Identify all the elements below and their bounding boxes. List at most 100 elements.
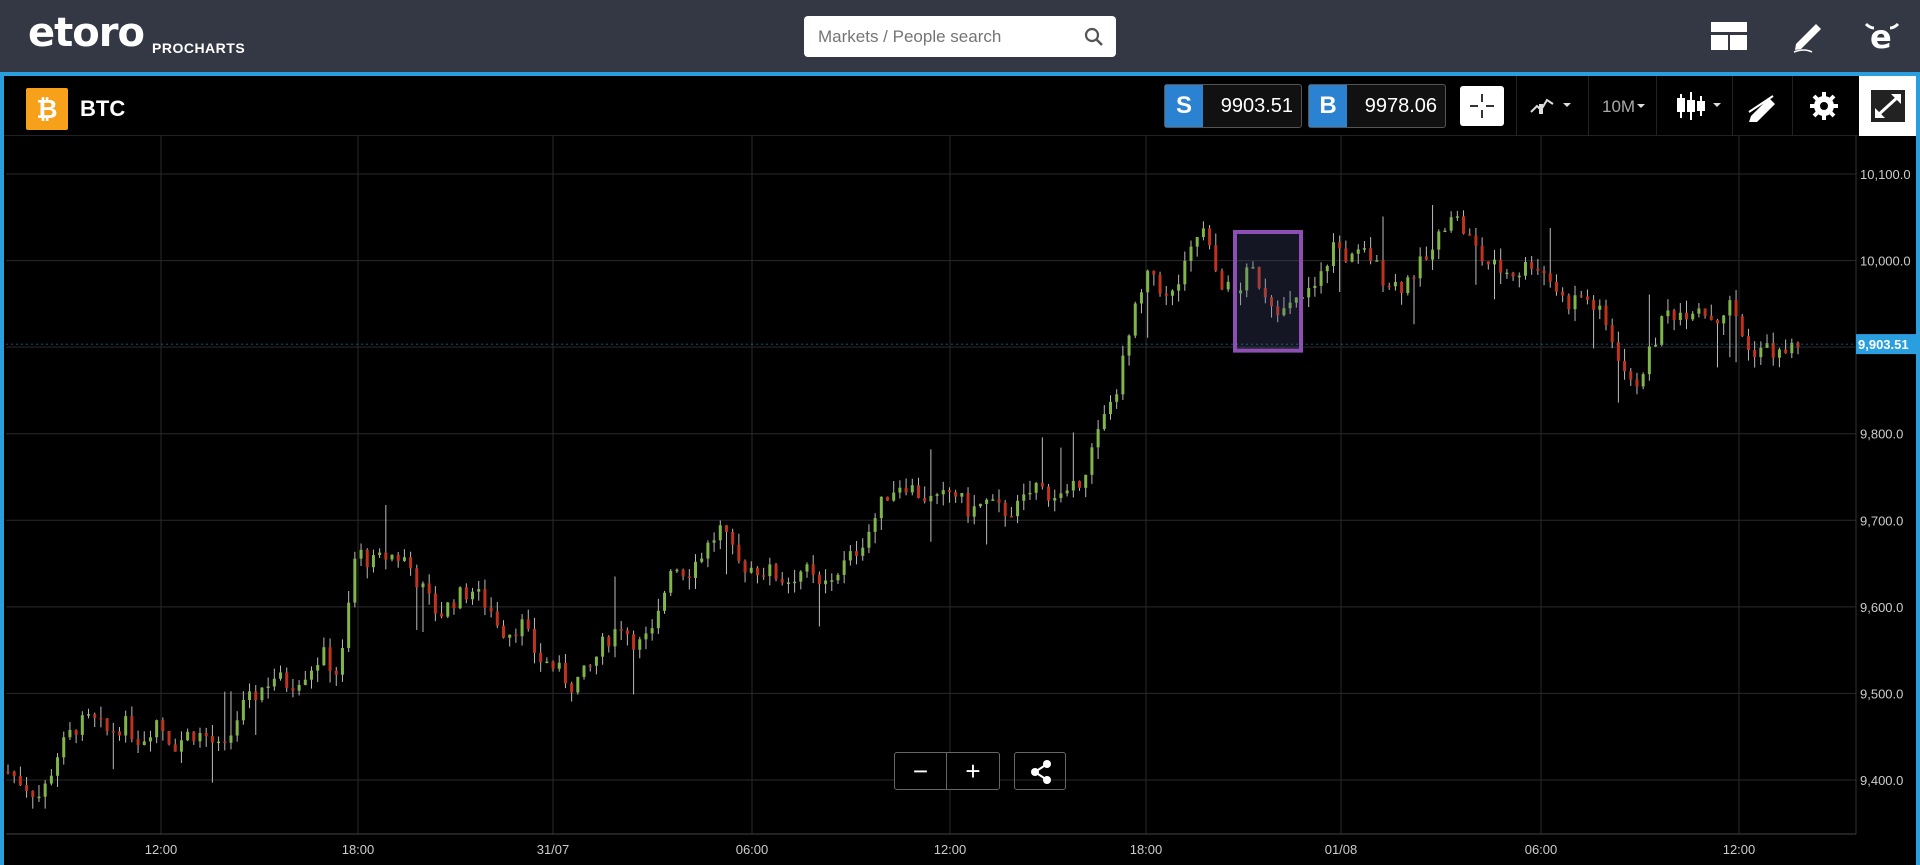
candle-body — [842, 560, 846, 575]
candle-body — [1121, 355, 1125, 395]
candle-body — [954, 492, 958, 497]
candle-body — [1431, 249, 1435, 260]
candle-body — [1090, 447, 1094, 475]
drawing-tools-button[interactable] — [1732, 76, 1792, 136]
candle-body — [601, 636, 605, 657]
candle-body — [1722, 315, 1726, 324]
chart-type-dropdown[interactable] — [1656, 76, 1732, 136]
candle-body — [706, 542, 710, 559]
candle-body — [99, 717, 103, 720]
candle-body — [1375, 260, 1379, 262]
candle-body — [1084, 474, 1088, 488]
etoro-logo[interactable]: etoro — [28, 10, 145, 56]
candle-body — [935, 494, 939, 496]
y-tick-label: 9,600.0 — [1860, 600, 1903, 615]
instrument-name[interactable]: BTC — [80, 96, 126, 121]
candle-body — [396, 554, 400, 561]
candle-body — [186, 731, 190, 741]
search-icon[interactable] — [1084, 27, 1104, 47]
candle-body — [1152, 270, 1156, 275]
zoom-in-button[interactable]: + — [965, 756, 981, 786]
candle-body — [1350, 253, 1354, 262]
candle-body — [1753, 349, 1757, 358]
candle-body — [1059, 493, 1063, 499]
expand-icon — [1871, 90, 1905, 122]
candle-body — [718, 525, 722, 541]
candle-body — [1647, 346, 1651, 375]
candle-body — [1554, 281, 1558, 292]
candle-body — [916, 485, 920, 499]
candle-body — [1499, 259, 1503, 273]
candle-body — [371, 555, 375, 568]
share-button[interactable] — [1014, 752, 1066, 790]
timeframe-value: 10M — [1602, 97, 1636, 116]
candle-body — [532, 628, 536, 653]
candle-body — [1362, 248, 1366, 250]
crosshair-button[interactable] — [1460, 86, 1504, 126]
indicators-button[interactable] — [1516, 76, 1588, 136]
candle-body — [1065, 490, 1069, 494]
candle-body — [947, 490, 951, 493]
pencil-icon[interactable] — [1788, 16, 1828, 56]
fullscreen-button[interactable] — [1859, 76, 1916, 136]
x-tick-label: 12:00 — [934, 842, 967, 857]
candle-body — [489, 607, 493, 612]
candle-body — [514, 634, 518, 637]
candle-body — [1263, 287, 1267, 298]
candle-body — [997, 499, 1001, 503]
candle-body — [285, 672, 289, 688]
candle-body — [266, 686, 270, 688]
layout-icon[interactable] — [1709, 16, 1749, 56]
candle-body — [836, 574, 840, 581]
candle-body — [1282, 308, 1286, 316]
settings-button[interactable] — [1792, 76, 1854, 136]
candle-body — [378, 552, 382, 556]
candle-body — [855, 551, 859, 556]
buy-price: 9978.06 — [1364, 95, 1437, 117]
candle-body — [1040, 482, 1044, 487]
zoom-out-button[interactable]: − — [895, 753, 947, 789]
candle-body — [625, 630, 629, 635]
candle-body — [62, 737, 66, 758]
candle-body — [669, 570, 673, 593]
candle-body — [644, 633, 648, 640]
candle-body — [80, 715, 84, 735]
candle-body — [502, 625, 506, 638]
buy-button[interactable]: B 9978.06 — [1308, 84, 1446, 128]
candle-body — [136, 739, 140, 745]
search-box[interactable] — [804, 16, 1116, 57]
candle-body — [1542, 270, 1546, 274]
candle-body — [1505, 272, 1509, 275]
candle-body — [749, 567, 753, 573]
candle-body — [1660, 316, 1664, 345]
candle-body — [985, 499, 989, 504]
candle-body — [694, 561, 698, 578]
candle-body — [142, 741, 146, 745]
candle-body — [1115, 394, 1119, 402]
candle-body — [192, 731, 196, 742]
etoro-profile-icon[interactable]: e — [1862, 16, 1902, 56]
y-tick-label: 9,700.0 — [1860, 513, 1903, 528]
search-input[interactable] — [818, 16, 1078, 57]
candle-body — [1567, 295, 1571, 310]
candle-body — [1610, 325, 1614, 343]
candle-body — [1437, 231, 1441, 250]
candle-body — [1214, 245, 1218, 271]
candle-body — [557, 662, 561, 669]
sell-button[interactable]: S 9903.51 — [1164, 84, 1302, 128]
candle-body — [526, 619, 530, 629]
candle-body — [167, 731, 171, 745]
timeframe-dropdown[interactable]: 10M — [1588, 76, 1656, 136]
candle-body — [1146, 270, 1150, 293]
candle-body — [1034, 482, 1038, 493]
candle-body — [972, 506, 976, 517]
candle-body — [291, 687, 295, 691]
candle-body — [87, 714, 91, 716]
candle-body — [1759, 347, 1763, 358]
candle-body — [340, 648, 344, 675]
price-chart[interactable]: 10,100.010,000.09,900.09,800.09,700.09,6… — [0, 136, 1920, 865]
candle-body — [155, 720, 159, 738]
svg-text:e: e — [1870, 18, 1892, 56]
candle-body — [1325, 265, 1329, 272]
candle-body — [588, 665, 592, 667]
